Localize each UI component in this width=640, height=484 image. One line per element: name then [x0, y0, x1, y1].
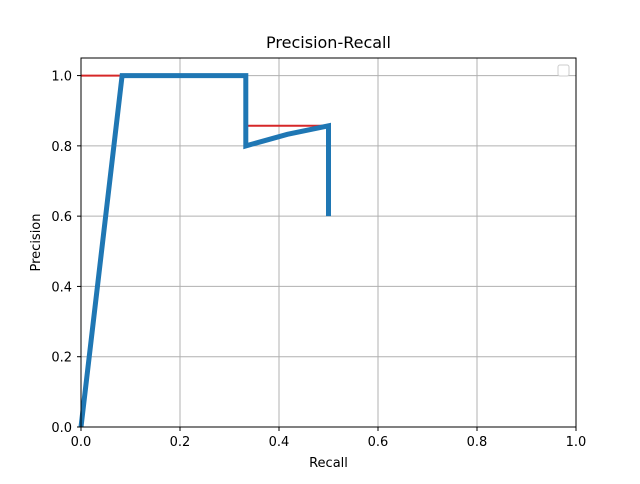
y-tick-label: 0.6: [51, 210, 72, 225]
x-tick-label: 0.8: [467, 435, 488, 450]
y-axis-label: Precision: [29, 213, 44, 271]
y-tick-label: 0.4: [51, 280, 72, 295]
x-tick-label: 0.6: [368, 435, 389, 450]
legend-box: [557, 64, 570, 77]
x-tick-label: 1.0: [566, 435, 587, 450]
y-tick-label: 0.0: [51, 421, 72, 436]
x-axis-label: Recall: [309, 456, 348, 471]
chart-title: Precision-Recall: [266, 33, 391, 52]
x-tick-label: 0.0: [71, 435, 92, 450]
y-tick-label: 0.8: [51, 140, 72, 155]
grid: [80, 58, 577, 428]
x-tick-label: 0.2: [170, 435, 191, 450]
ticks: 0.0 0.2 0.4 0.6 0.8 1.0 0.0 0.2 0.4 0.6 0.8 1.0: [51, 70, 586, 450]
series-line-blue: [78, 73, 331, 428]
x-tick-label: 0.4: [269, 435, 290, 450]
series-lines: [78, 73, 331, 428]
y-tick-label: 1.0: [51, 70, 72, 85]
plot-frame: [80, 57, 577, 428]
y-tick-label: 0.2: [51, 351, 72, 366]
